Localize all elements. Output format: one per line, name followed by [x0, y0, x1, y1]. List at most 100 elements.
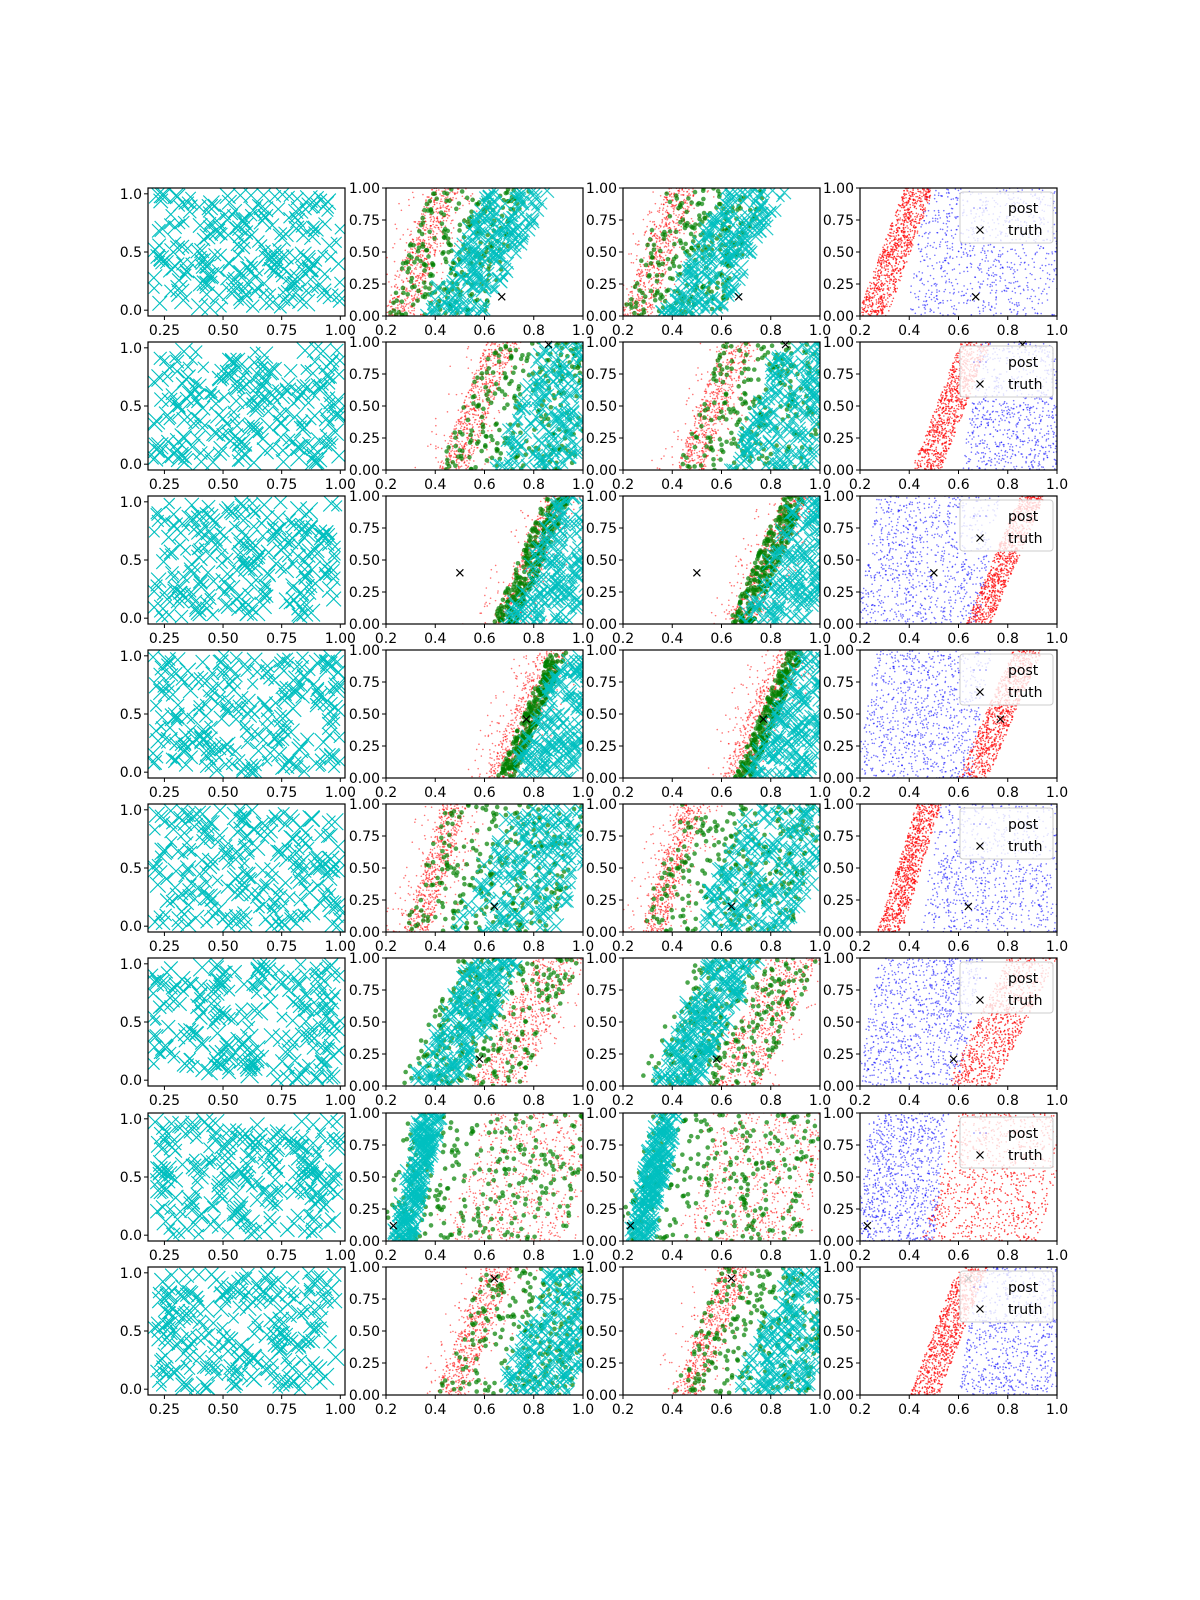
point-red [456, 192, 458, 194]
post-point-blue [933, 241, 936, 244]
point-red [624, 308, 626, 311]
x-tick-label: 0.75 [266, 477, 297, 493]
point-red [690, 217, 693, 220]
point-green [457, 222, 463, 228]
x-tick-label: 0.2 [612, 323, 634, 339]
post-point-blue [1061, 283, 1063, 285]
post-point-red [886, 259, 889, 262]
cross-marker [148, 416, 163, 433]
point-red [418, 282, 421, 284]
post-point-blue [1042, 247, 1045, 249]
point-red [398, 274, 401, 276]
cross-marker [163, 413, 176, 426]
point-red [415, 268, 418, 270]
cross-marker [200, 298, 220, 316]
post-point-red [911, 244, 914, 246]
post-point-blue [1060, 222, 1062, 224]
post-point-red [924, 207, 927, 209]
post-point-blue [1001, 266, 1004, 269]
post-point-blue [1027, 286, 1029, 289]
post-point-red [887, 255, 889, 257]
point-red [426, 274, 429, 276]
point-red [396, 286, 399, 289]
post-point-blue [924, 304, 927, 307]
post-point-blue [999, 280, 1001, 282]
point-red [674, 228, 676, 230]
post-point-blue [966, 255, 969, 257]
point-red [680, 194, 683, 196]
post-point-red [880, 295, 883, 297]
point-green [418, 258, 423, 264]
cross-marker [473, 229, 488, 244]
cross-marker [245, 299, 260, 313]
post-point-blue [1061, 239, 1063, 241]
post-point-red [878, 286, 881, 289]
point-red [656, 245, 658, 247]
post-point-blue [945, 222, 948, 225]
post-point-blue [949, 247, 951, 250]
point-red [393, 285, 396, 287]
cross-marker [278, 226, 294, 243]
post-point-red [871, 287, 874, 290]
post-point-blue [1034, 278, 1036, 281]
post-point-blue [1073, 199, 1075, 201]
point-red [411, 191, 414, 194]
post-point-red [907, 227, 909, 229]
point-red [661, 221, 663, 224]
point-red [404, 305, 407, 308]
cross-marker [309, 356, 321, 368]
post-point-blue [1070, 233, 1072, 235]
post-point-blue [943, 290, 945, 293]
post-point-blue [1076, 207, 1078, 209]
post-point-blue [981, 249, 984, 251]
point-red [671, 196, 673, 198]
post-point-blue [1031, 288, 1033, 291]
post-point-red [891, 270, 893, 272]
point-red [635, 308, 638, 311]
post-point-blue [1031, 306, 1034, 309]
post-point-blue [1047, 252, 1050, 255]
cross-marker [722, 288, 733, 299]
point-red [419, 272, 421, 275]
x-tick-label: 0.6 [473, 323, 495, 339]
point-red [445, 213, 448, 216]
point-red [667, 238, 669, 241]
point-red [411, 248, 414, 251]
post-point-blue [993, 281, 995, 284]
cross-marker [539, 188, 555, 199]
point-green [655, 289, 660, 294]
post-point-blue [1004, 284, 1007, 287]
point-red [417, 237, 420, 239]
post-point-blue [1054, 190, 1056, 193]
point-red [394, 223, 397, 226]
post-point-red [912, 195, 914, 197]
point-green [629, 305, 634, 310]
point-red [639, 279, 641, 282]
post-point-blue [994, 273, 996, 276]
point-red [655, 287, 657, 290]
post-point-blue [1005, 290, 1008, 292]
post-point-blue [1006, 266, 1009, 268]
point-green [684, 209, 689, 215]
post-point-red [871, 302, 874, 305]
point-red [468, 413, 471, 416]
post-point-blue [919, 260, 922, 263]
post-point-red [894, 281, 897, 284]
post-point-red [903, 216, 906, 219]
post-point-blue [928, 221, 931, 223]
point-red [661, 218, 664, 221]
point-red [417, 262, 419, 265]
point-green [670, 260, 676, 265]
point-red [426, 246, 429, 248]
post-point-blue [953, 291, 955, 294]
point-red [649, 304, 651, 307]
post-point-red [877, 264, 879, 267]
cross-marker [510, 247, 522, 260]
cross-marker [527, 188, 542, 202]
point-red [650, 285, 653, 287]
cross-marker [248, 284, 263, 299]
point-red [660, 283, 663, 285]
post-point-red [919, 200, 921, 202]
point-red [631, 295, 634, 297]
point-red [407, 310, 410, 312]
